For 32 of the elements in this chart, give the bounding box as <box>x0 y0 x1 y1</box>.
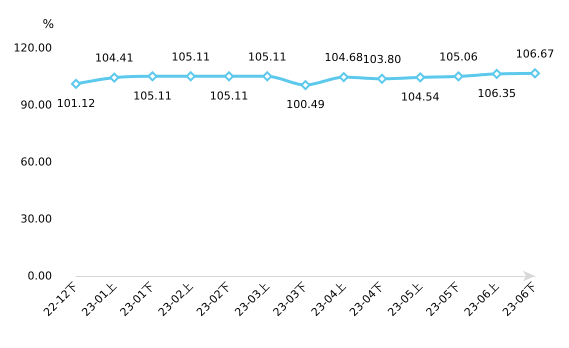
data-label: 106.67 <box>516 47 554 60</box>
point <box>492 68 502 79</box>
y-tick-label: 90.00 <box>20 98 52 112</box>
point <box>71 78 81 89</box>
point <box>109 72 120 83</box>
data-label: 103.80 <box>362 52 402 66</box>
data-label: 105.11 <box>248 50 286 64</box>
y-tick-label: 120.00 <box>14 42 52 54</box>
point <box>377 74 387 84</box>
point <box>530 68 540 78</box>
y-axis-title: % <box>42 17 54 31</box>
data-label: 106.35 <box>478 86 516 100</box>
data-label: 101.12 <box>56 96 96 110</box>
y-tick-label: 60.00 <box>20 156 52 168</box>
point <box>148 71 158 82</box>
data-label: 105.06 <box>439 50 478 64</box>
point <box>262 71 272 82</box>
data-label: 104.68 <box>324 51 363 64</box>
data-label: 105.11 <box>172 50 210 64</box>
data-label: 105.11 <box>133 89 172 102</box>
y-tick-label: 30.00 <box>20 212 52 226</box>
point <box>415 72 426 82</box>
point <box>224 71 234 82</box>
point <box>338 72 349 82</box>
point <box>186 71 196 82</box>
point <box>300 80 310 90</box>
data-label: 105.11 <box>210 89 248 102</box>
point <box>454 71 464 82</box>
y-tick-label: 0.00 <box>28 270 52 282</box>
data-label: 104.41 <box>95 52 134 65</box>
data-label: 104.54 <box>401 90 440 104</box>
data-label: 100.49 <box>286 98 325 112</box>
